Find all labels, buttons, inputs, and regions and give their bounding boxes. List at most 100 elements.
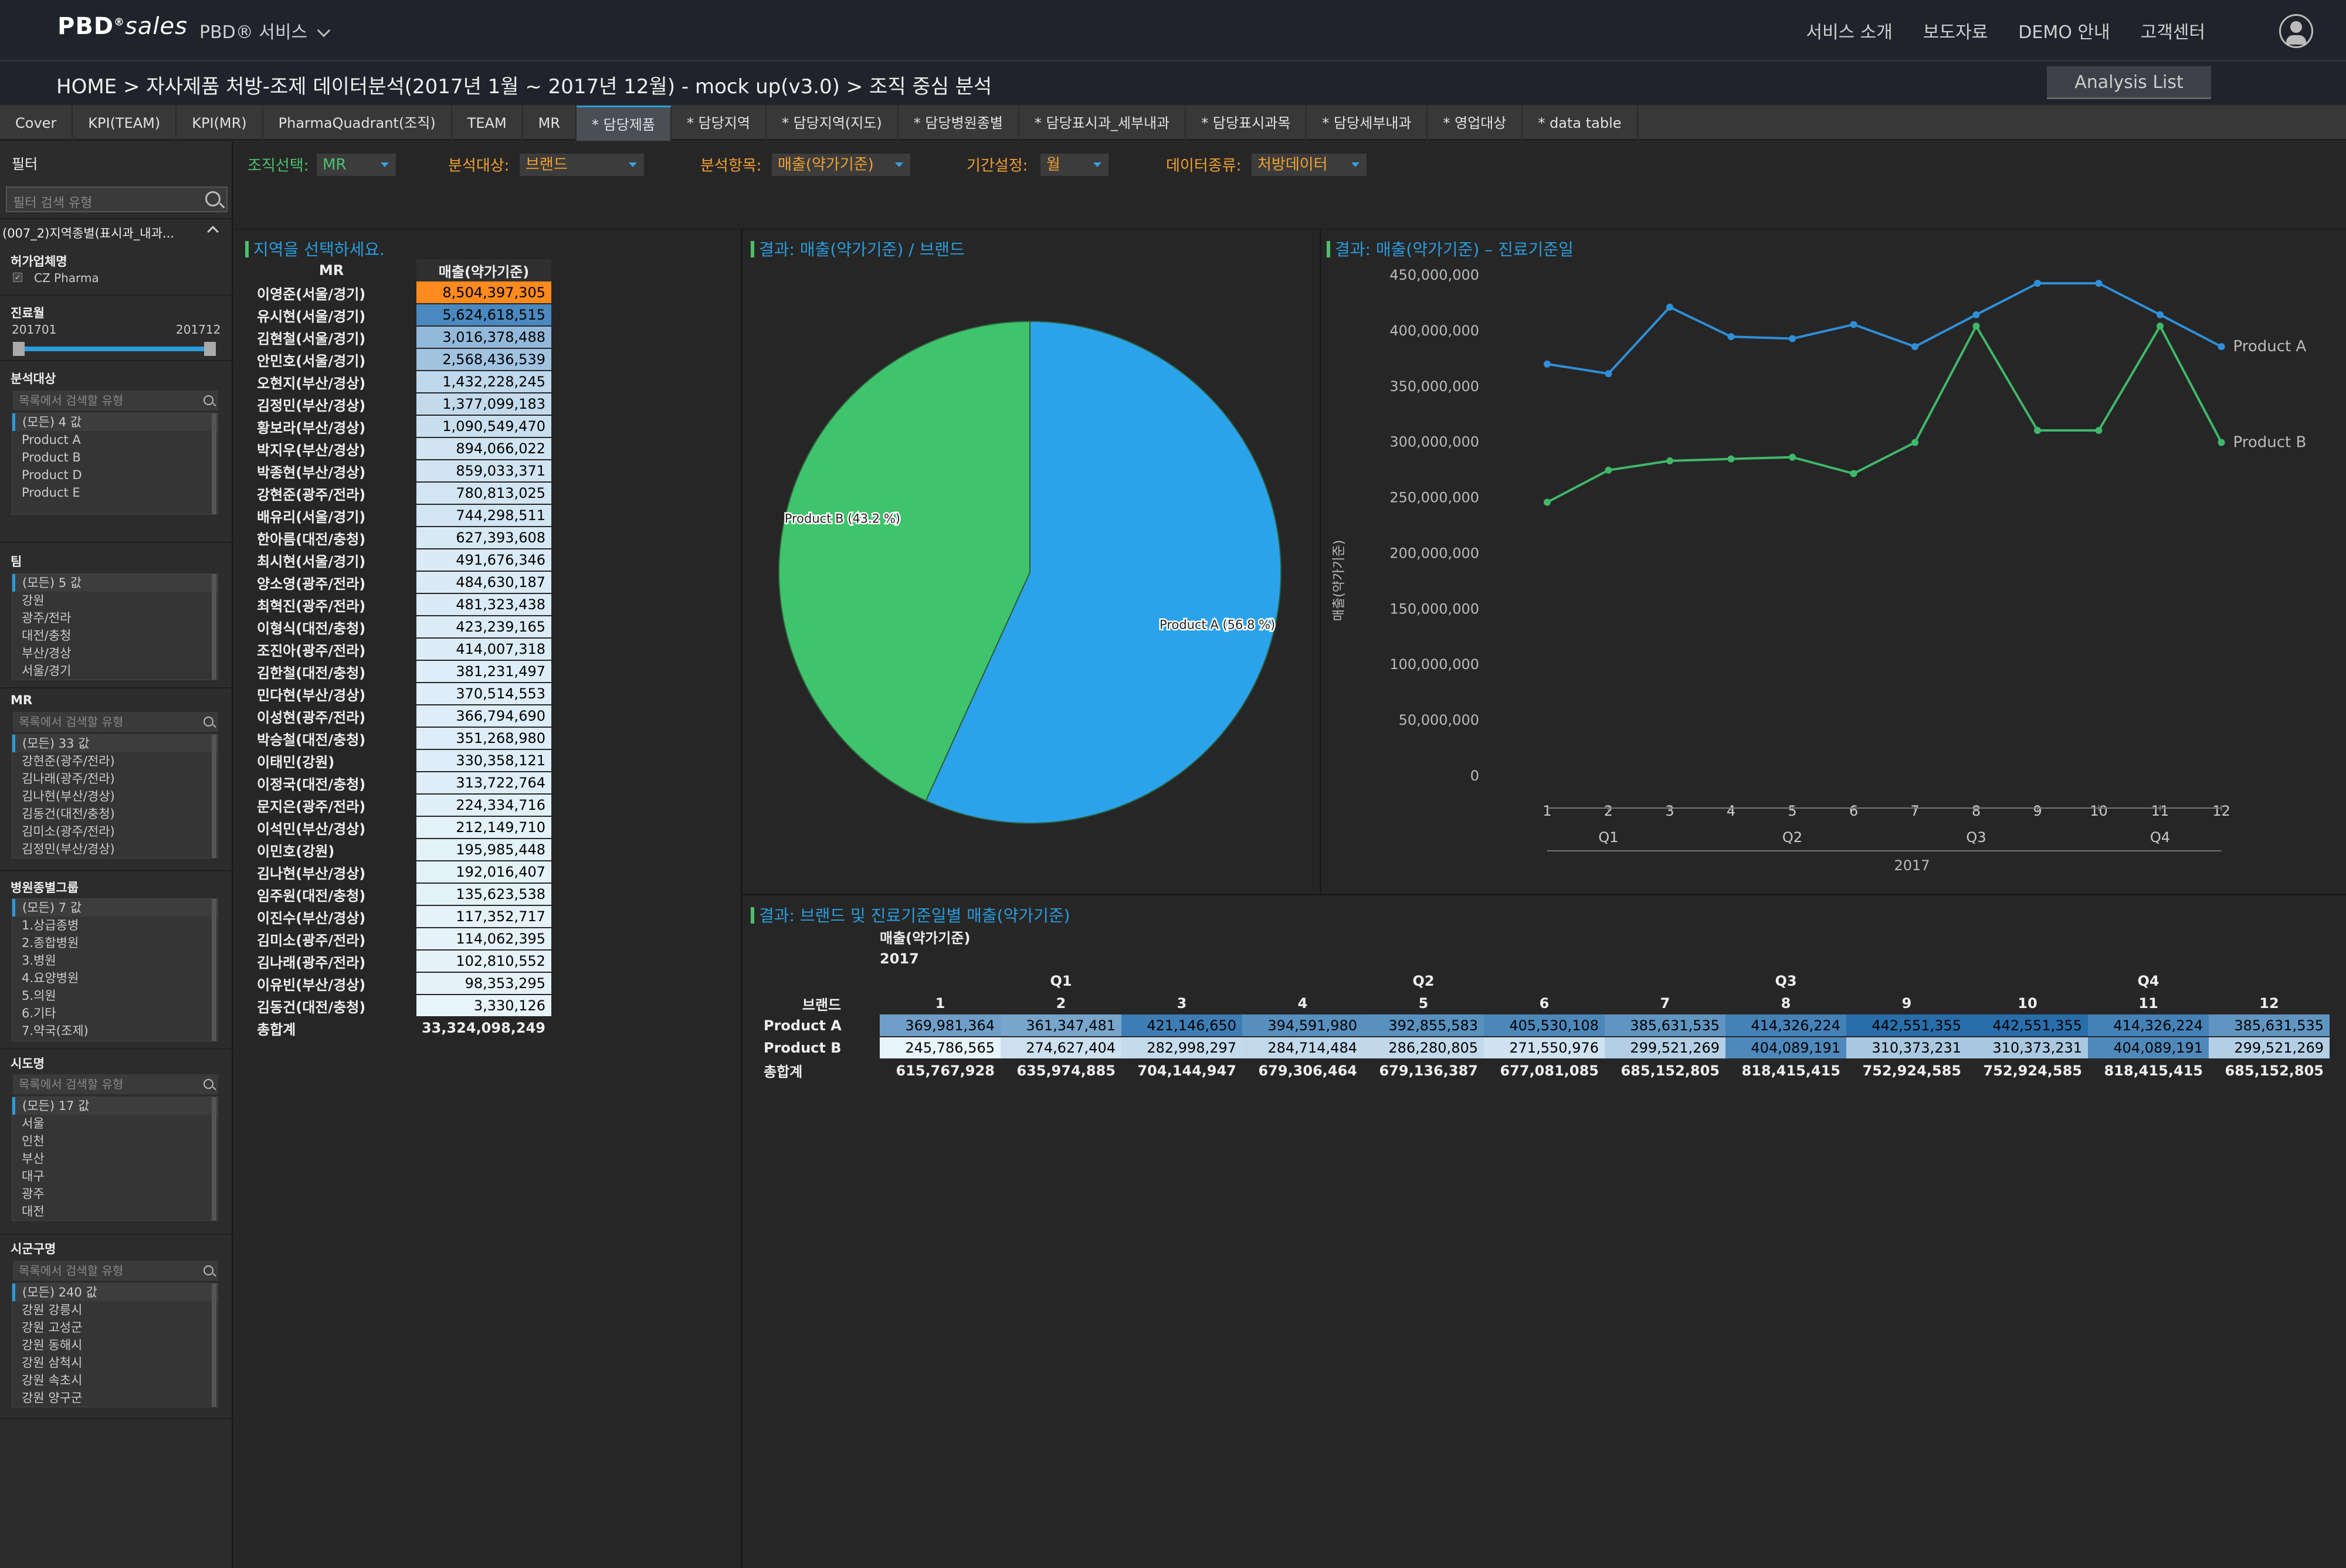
nav-press[interactable]: 보도자료 bbox=[1923, 22, 1988, 43]
mr-sales-value[interactable]: 1,377,099,183 bbox=[416, 393, 551, 416]
mr-sales-value[interactable]: 8,504,397,305 bbox=[416, 281, 551, 304]
sales-cell[interactable]: 385,631,535 bbox=[2209, 1014, 2330, 1037]
series-line-product-b[interactable] bbox=[1547, 324, 2223, 504]
data-point[interactable] bbox=[2095, 280, 2103, 287]
mr-name[interactable]: 오현지(부산/경상) bbox=[257, 375, 366, 392]
quarter-header[interactable]: Q3 bbox=[1775, 973, 1797, 989]
service-menu[interactable]: PBD® 서비스 bbox=[199, 18, 330, 43]
hospital-list-item[interactable]: 1.상급종병 bbox=[22, 918, 79, 932]
mr-sales-value[interactable]: 313,722,764 bbox=[416, 772, 551, 795]
tab-12[interactable]: * 담당세부내과 bbox=[1307, 106, 1428, 141]
tab-8[interactable]: * 담당지역(지도) bbox=[767, 106, 899, 141]
month-header[interactable]: 11 bbox=[2138, 995, 2158, 1012]
slider-handle-end[interactable] bbox=[204, 342, 216, 356]
brand-name[interactable]: Product A bbox=[764, 1017, 842, 1034]
user-icon[interactable] bbox=[2279, 14, 2313, 48]
sales-cell[interactable]: 245,786,565 bbox=[880, 1037, 1001, 1060]
quarter-header[interactable]: Q1 bbox=[1050, 973, 1072, 989]
sales-cell[interactable]: 404,089,191 bbox=[2088, 1037, 2209, 1060]
pie-slice-product-a[interactable] bbox=[925, 320, 1282, 824]
data-point[interactable] bbox=[1850, 321, 1857, 328]
mr-name[interactable]: 김한철(대전/충청) bbox=[257, 664, 366, 681]
mr-name[interactable]: 한아름(대전/충청) bbox=[257, 531, 366, 548]
scrollbar[interactable] bbox=[212, 735, 216, 858]
mr-list-item[interactable]: 김미소(광주/전라) bbox=[22, 824, 115, 839]
mr-sales-value[interactable]: 423,239,165 bbox=[416, 616, 551, 639]
mr-name[interactable]: 민다현(부산/경상) bbox=[257, 687, 366, 704]
col-header-mr[interactable]: MR bbox=[318, 262, 344, 279]
analysis-list[interactable]: (모든) 4 값 Product A Product B Product D Produ… bbox=[12, 413, 218, 515]
nav-support[interactable]: 고객센터 bbox=[2140, 22, 2205, 43]
sales-cell[interactable]: 299,521,269 bbox=[2209, 1037, 2330, 1060]
mr-list-item[interactable]: 김동건(대전/충청) bbox=[22, 807, 115, 821]
sido-list-item[interactable]: 서울 bbox=[22, 1116, 45, 1131]
mr-name[interactable]: 이민호(강원) bbox=[257, 843, 335, 860]
filter-select-target[interactable]: 브랜드 bbox=[520, 154, 644, 176]
logo[interactable]: PBD®sales bbox=[57, 13, 188, 40]
mr-sales-value[interactable]: 481,323,438 bbox=[416, 593, 551, 616]
sales-cell[interactable]: 282,998,297 bbox=[1121, 1037, 1242, 1060]
data-point[interactable] bbox=[2095, 426, 2103, 434]
data-point[interactable] bbox=[1850, 470, 1857, 477]
mr-sales-value[interactable]: 195,985,448 bbox=[416, 839, 551, 861]
mr-sales-value[interactable]: 491,676,346 bbox=[416, 549, 551, 572]
sales-cell[interactable]: 271,550,976 bbox=[1484, 1037, 1605, 1060]
search-icon[interactable] bbox=[204, 717, 213, 727]
sales-cell[interactable]: 361,347,481 bbox=[1001, 1014, 1121, 1037]
mr-sales-value[interactable]: 414,007,318 bbox=[416, 638, 551, 661]
data-point[interactable] bbox=[1544, 360, 1551, 368]
sido-list-item[interactable]: 인천 bbox=[22, 1134, 45, 1148]
data-point[interactable] bbox=[2218, 439, 2225, 446]
table-row[interactable]: 최혁진(광주/전라) 481,323,438 bbox=[246, 593, 551, 616]
col-header-value[interactable]: 매출(약가기준) bbox=[416, 259, 551, 281]
analysis-list-button[interactable]: Analysis List bbox=[2047, 66, 2211, 99]
table-row[interactable]: 임주원(대전/충청) 135,623,538 bbox=[246, 883, 551, 906]
sido-list-item[interactable]: 부산 bbox=[22, 1152, 45, 1166]
sigungu-list[interactable]: (모든) 240 값 강원 강릉시 강원 고성군 강원 동해시 강원 삼척시 강원 속초시… bbox=[12, 1283, 218, 1407]
search-icon[interactable] bbox=[205, 191, 221, 206]
table-row[interactable]: 이성현(광주/전라) 366,794,690 bbox=[246, 705, 551, 728]
team-list-item[interactable]: 강원 bbox=[22, 593, 45, 607]
mr-sales-value[interactable]: 330,358,121 bbox=[416, 749, 551, 772]
data-point[interactable] bbox=[2157, 311, 2164, 318]
sales-cell[interactable]: 442,551,355 bbox=[1967, 1014, 2088, 1037]
sales-cell[interactable]: 414,326,224 bbox=[2088, 1014, 2209, 1037]
mr-sales-value[interactable]: 5,624,618,515 bbox=[416, 304, 551, 327]
hospital-list-item[interactable]: 6.기타 bbox=[22, 1006, 56, 1020]
table-row[interactable]: 배유리(서울/경기) 744,298,511 bbox=[246, 504, 551, 527]
tab-3[interactable]: PharmaQuadrant(조직) bbox=[263, 106, 452, 141]
sido-search-input[interactable]: 목록에서 검색할 유형 bbox=[13, 1074, 218, 1094]
month-header[interactable]: 6 bbox=[1539, 995, 1550, 1012]
mr-sales-value[interactable]: 351,268,980 bbox=[416, 727, 551, 750]
sido-list-item[interactable]: 대전 bbox=[22, 1204, 45, 1219]
analysis-search-input[interactable]: 목록에서 검색할 유형 bbox=[13, 391, 218, 410]
month-header[interactable]: 7 bbox=[1660, 995, 1670, 1012]
sidebar-search-input[interactable]: 필터 검색 유형 bbox=[6, 186, 228, 212]
sigungu-list-item[interactable]: 강원 삼척시 bbox=[22, 1356, 83, 1370]
scrollbar[interactable] bbox=[212, 413, 216, 514]
data-point[interactable] bbox=[1972, 323, 1980, 330]
table-row[interactable]: 이영준(서울/경기) 8,504,397,305 bbox=[246, 281, 551, 304]
table-row[interactable]: 박승철(대전/충청) 351,268,980 bbox=[246, 727, 551, 750]
sigungu-list-item[interactable]: 강원 속초시 bbox=[22, 1373, 83, 1387]
table-row[interactable]: 민다현(부산/경상) 370,514,553 bbox=[246, 683, 551, 705]
data-point[interactable] bbox=[1605, 370, 1612, 378]
table-row[interactable]: 이진수(부산/경상) 117,352,717 bbox=[246, 905, 551, 928]
data-point[interactable] bbox=[1911, 343, 1918, 351]
mr-name[interactable]: 이형식(대전/충청) bbox=[257, 620, 366, 637]
month-header[interactable]: 4 bbox=[1297, 995, 1308, 1012]
sales-cell[interactable]: 310,373,231 bbox=[1846, 1037, 1967, 1060]
mr-name[interactable]: 이정국(대전/충청) bbox=[257, 776, 366, 793]
mr-name[interactable]: 김나현(부산/경상) bbox=[257, 865, 366, 882]
data-point[interactable] bbox=[1789, 453, 1796, 461]
mr-sales-value[interactable]: 212,149,710 bbox=[416, 816, 551, 839]
mr-name[interactable]: 이영준(서울/경기) bbox=[257, 286, 366, 303]
period-slider[interactable] bbox=[16, 347, 210, 351]
table-row[interactable]: 최시현(서울/경기) 491,676,346 bbox=[246, 549, 551, 572]
table-row[interactable]: 김현철(서울/경기) 3,016,378,488 bbox=[246, 326, 551, 349]
hospital-list-item[interactable]: (모든) 7 값 bbox=[12, 899, 218, 917]
table-row[interactable]: 강현준(광주/전라) 780,813,025 bbox=[246, 482, 551, 505]
tab-11[interactable]: * 담당표시과목 bbox=[1186, 106, 1307, 141]
tab-9[interactable]: * 담당병원종별 bbox=[899, 106, 1019, 141]
nav-intro[interactable]: 서비스 소개 bbox=[1806, 22, 1893, 43]
